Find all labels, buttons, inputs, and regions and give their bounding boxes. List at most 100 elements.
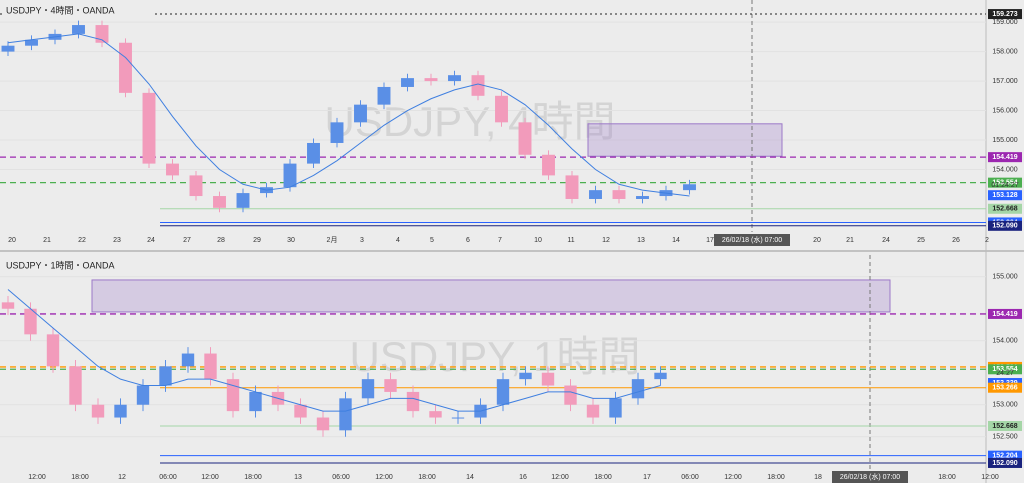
- price-tag: [988, 308, 1022, 319]
- candle-body: [46, 334, 60, 367]
- x-tick-label: 18:00: [938, 474, 956, 481]
- price-tag: [988, 152, 1022, 163]
- y-tick-label: 157.000: [992, 78, 1017, 85]
- chart-title: USDJPY・4時間・OANDA: [6, 5, 115, 15]
- candle-body: [496, 379, 510, 405]
- crosshair-tag: [714, 234, 790, 246]
- price-tag: [988, 364, 1022, 375]
- candle-body: [114, 404, 127, 418]
- x-tick-label: 29: [253, 237, 261, 244]
- x-tick-label: 12:00: [28, 474, 46, 481]
- price-tag-label: 152.090: [992, 223, 1017, 230]
- x-tick-label: 20: [813, 237, 821, 244]
- candle-body: [401, 78, 414, 87]
- x-tick-label: 24: [147, 237, 155, 244]
- y-tick-label: 158.000: [992, 48, 1017, 55]
- y-tick-label: 156.000: [992, 107, 1017, 114]
- x-tick-label: 6: [466, 237, 470, 244]
- x-tick-label: 14: [466, 474, 474, 481]
- x-tick-label: 12:00: [981, 474, 999, 481]
- x-tick-label: 13: [294, 474, 302, 481]
- x-tick-label: 17: [706, 237, 714, 244]
- x-tick-label: 18: [814, 474, 822, 481]
- x-tick-label: 17: [643, 474, 651, 481]
- price-tag-label: 153.554: [992, 366, 1017, 373]
- candle-body: [1, 45, 15, 52]
- candle-body: [159, 366, 172, 386]
- candle-body: [249, 391, 262, 412]
- price-tag: [988, 382, 1022, 393]
- crosshair-tag: [832, 471, 908, 483]
- candle-body: [542, 154, 555, 176]
- candle-body: [119, 42, 132, 93]
- x-tick-label: 7: [498, 237, 502, 244]
- price-tag-label: 153.128: [992, 192, 1017, 199]
- title-bg: [2, 4, 152, 18]
- candle-body: [181, 353, 195, 367]
- candle-body: [612, 190, 626, 199]
- zone: [587, 123, 783, 157]
- price-tag: [988, 450, 1022, 461]
- price-tag: [988, 420, 1022, 431]
- x-tick-label: 2月: [327, 236, 338, 244]
- candle-body: [1, 302, 15, 309]
- candle-body: [541, 372, 555, 386]
- crosshair-label: 26/02/18 (水) 07:00: [840, 472, 900, 481]
- x-tick-label: 22: [78, 237, 86, 244]
- x-tick-label: 25: [917, 237, 925, 244]
- watermark: USDJPY, 1時間: [350, 333, 641, 380]
- candle-body: [204, 353, 217, 380]
- candle-body: [166, 163, 179, 176]
- x-tick-label: 12:00: [551, 474, 569, 481]
- candle-body: [565, 175, 579, 199]
- x-tick-label: 12:00: [724, 474, 742, 481]
- x-tick-label: 27: [183, 237, 191, 244]
- x-tick-label: 13: [637, 237, 645, 244]
- candle-body: [429, 411, 442, 418]
- price-tag-label: 154.419: [992, 154, 1017, 161]
- price-tag: [988, 190, 1022, 201]
- x-tick-label: 06:00: [159, 474, 177, 481]
- x-tick-label: 21: [846, 237, 854, 244]
- candle-body: [589, 190, 602, 199]
- y-tick-label: 155.000: [992, 137, 1017, 144]
- candle-body: [424, 78, 438, 82]
- candle-body: [519, 372, 532, 380]
- zone: [91, 279, 891, 313]
- x-tick-label: 12: [118, 474, 126, 481]
- x-tick-label: 18:00: [767, 474, 785, 481]
- y-tick-label: 154.000: [992, 338, 1017, 345]
- x-tick-label: 18:00: [244, 474, 262, 481]
- x-tick-label: 10: [534, 237, 542, 244]
- x-tick-label: 28: [217, 237, 225, 244]
- candle-body: [518, 122, 532, 155]
- candle-body: [609, 398, 622, 418]
- candle-body: [307, 142, 320, 164]
- x-tick-label: 4: [396, 237, 400, 244]
- y-tick-label: 159.000: [992, 19, 1017, 26]
- countdown: 24:27: [996, 370, 1014, 377]
- x-tick-label: 06:00: [332, 474, 350, 481]
- countdown: 01:24:27: [991, 182, 1018, 189]
- candle-body: [316, 417, 330, 431]
- candle-body: [283, 163, 297, 188]
- candle-body: [586, 404, 600, 418]
- x-tick-label: 16: [519, 474, 527, 481]
- y-tick-label: 155.000: [992, 274, 1017, 281]
- price-tag-label: 154.419: [992, 311, 1017, 318]
- x-tick-label: 12:00: [375, 474, 393, 481]
- x-tick-label: 12: [602, 237, 610, 244]
- candle-body: [471, 75, 485, 96]
- candle-body: [339, 398, 352, 431]
- x-tick-label: 12:00: [201, 474, 219, 481]
- x-tick-label: 21: [43, 237, 51, 244]
- y-tick-label: 153.000: [992, 402, 1017, 409]
- x-tick-label: 3: [360, 237, 364, 244]
- candle-body: [451, 417, 465, 419]
- candle-body: [495, 95, 508, 123]
- price-tag-label: 159.273: [992, 11, 1017, 18]
- candle-body: [654, 372, 667, 380]
- x-tick-label: 20: [8, 237, 16, 244]
- candle-body: [377, 86, 391, 105]
- candle-body: [24, 308, 37, 335]
